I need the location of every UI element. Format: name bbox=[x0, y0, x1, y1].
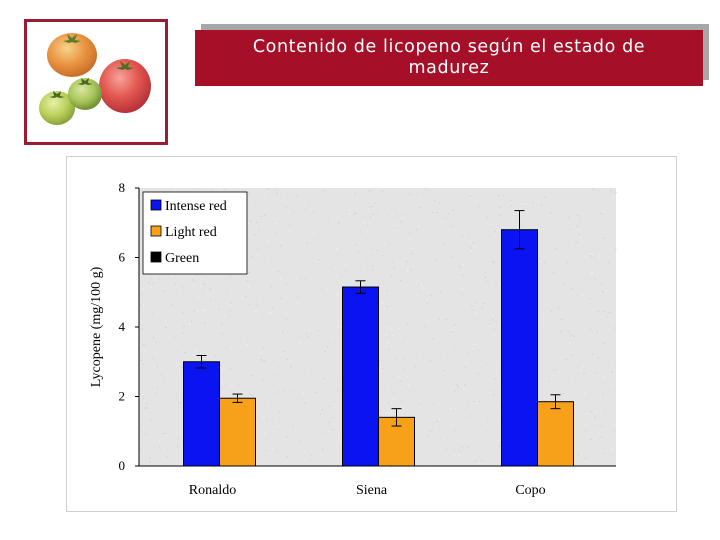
bar bbox=[219, 397, 256, 467]
green-tomato bbox=[39, 91, 75, 125]
page-title-text: Contenido de licopeno según el estado de… bbox=[252, 37, 646, 78]
legend-label: Light red bbox=[165, 225, 217, 240]
x-tick-label: Ronaldo bbox=[189, 483, 236, 498]
x-tick-label: Copo bbox=[515, 483, 545, 498]
lycopene-bar-chart: 0 2 4 6 8 Lycopene (mg/100 g) Ronaldo Siena Copo… bbox=[89, 180, 617, 498]
orange-tomato bbox=[47, 33, 97, 77]
y-tick-label: 8 bbox=[119, 180, 126, 195]
tomatoes-photo bbox=[39, 33, 151, 125]
legend-swatch bbox=[150, 251, 162, 263]
legend-swatch bbox=[150, 199, 162, 211]
y-tick-label: 0 bbox=[119, 458, 126, 473]
bar bbox=[342, 286, 379, 467]
x-tick-label: Siena bbox=[356, 483, 388, 498]
photo-frame bbox=[24, 19, 168, 145]
legend-label: Green bbox=[165, 251, 199, 266]
legend-swatch bbox=[150, 225, 162, 237]
bar bbox=[537, 401, 574, 467]
bar bbox=[183, 361, 220, 467]
y-axis-label: Lycopene (mg/100 g) bbox=[89, 266, 104, 387]
light-green-tomato bbox=[68, 78, 102, 110]
y-tick-label: 6 bbox=[119, 250, 126, 265]
page-title: Contenido de licopeno según el estado de… bbox=[195, 30, 703, 86]
legend-label: Intense red bbox=[165, 199, 227, 214]
chart-frame: 0 2 4 6 8 Lycopene (mg/100 g) Ronaldo Siena Copo… bbox=[66, 156, 677, 512]
y-tick-label: 2 bbox=[119, 389, 126, 404]
bar bbox=[501, 229, 538, 467]
red-tomato bbox=[99, 59, 151, 113]
y-tick-label: 4 bbox=[119, 319, 126, 334]
